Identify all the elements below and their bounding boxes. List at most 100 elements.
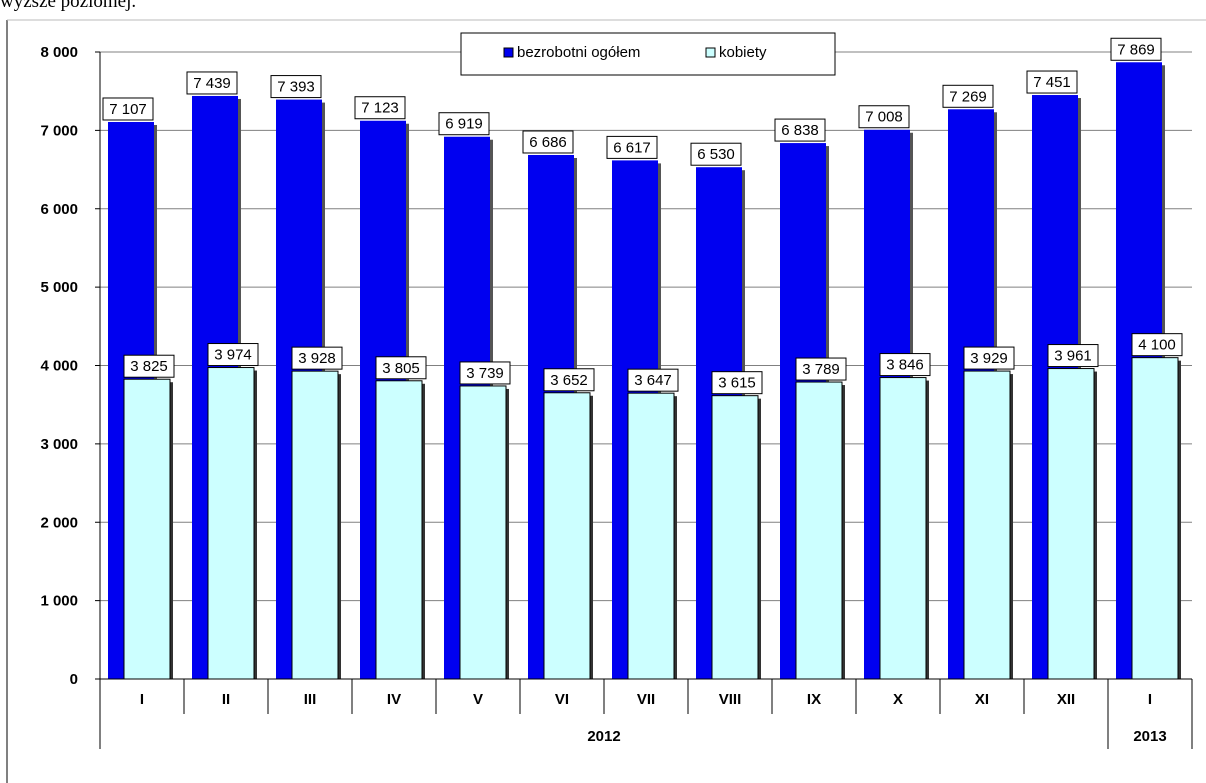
label-kobiety-box (963, 346, 1015, 370)
legend-label-kobiety: kobiety (719, 44, 767, 61)
label-kobiety: 3 846 (886, 357, 924, 374)
label-bezrobotni-ogolem: 7 008 (865, 109, 903, 126)
label-bezrobotni-ogolem: 6 686 (529, 134, 567, 151)
x-tick-label: IX (807, 691, 821, 708)
bar-kobiety (543, 392, 591, 680)
label-bezrobotni-ogolem-box (102, 97, 154, 121)
bar-kobiety (123, 378, 171, 680)
label-kobiety: 3 929 (970, 350, 1008, 367)
label-kobiety: 3 652 (550, 372, 588, 389)
label-kobiety: 3 961 (1054, 348, 1092, 365)
label-kobiety-box (459, 361, 511, 385)
label-kobiety-box (879, 353, 931, 377)
label-bezrobotni-ogolem: 6 838 (781, 122, 819, 139)
label-kobiety: 3 739 (466, 365, 504, 382)
label-bezrobotni-ogolem-box (858, 105, 910, 129)
header-text: wyższe poziomej. (0, 0, 137, 12)
bar-kobiety (1047, 368, 1095, 680)
x-tick-label: VII (637, 691, 655, 708)
label-kobiety: 4 100 (1138, 337, 1176, 354)
x-tick-label: I (1148, 691, 1152, 708)
y-tick-label: 4 000 (40, 358, 78, 375)
y-tick-label: 2 000 (40, 514, 78, 531)
label-bezrobotni-ogolem-box (438, 112, 490, 136)
label-kobiety-box (291, 346, 343, 370)
y-axis: 0 1 000 2 000 3 000 4 000 5 000 6 000 7 000 8 00… (40, 44, 101, 688)
label-bezrobotni-ogolem: 7 439 (193, 75, 231, 92)
legend-box (460, 32, 836, 76)
label-kobiety: 3 825 (130, 358, 168, 375)
label-kobiety-box (375, 356, 427, 380)
label-kobiety-box (1047, 344, 1099, 368)
y-tick-label: 0 (70, 671, 78, 688)
x-tick-label: I (140, 691, 144, 708)
label-kobiety-box (711, 371, 763, 395)
bar-kobiety (711, 395, 759, 680)
x-tick-label: X (893, 691, 903, 708)
label-bezrobotni-ogolem-box (942, 84, 994, 108)
label-bezrobotni-ogolem: 6 530 (697, 146, 735, 163)
legend: bezrobotni ogółem kobiety (460, 32, 836, 76)
label-kobiety: 3 805 (382, 360, 420, 377)
label-bezrobotni-ogolem: 7 869 (1117, 41, 1155, 58)
y-tick-label: 3 000 (40, 436, 78, 453)
bar-kobiety (291, 370, 339, 680)
bar-kobiety (1131, 357, 1179, 680)
x-tick-label: V (473, 691, 483, 708)
label-kobiety: 3 789 (802, 361, 840, 378)
x-tick-label: XII (1057, 691, 1075, 708)
bar-kobiety (795, 381, 843, 680)
x-tick-label: VIII (719, 691, 742, 708)
label-bezrobotni-ogolem: 7 123 (361, 100, 399, 117)
y-tick-label: 5 000 (40, 279, 78, 296)
bar-kobiety (459, 385, 507, 680)
label-kobiety: 3 928 (298, 350, 336, 367)
legend-label-bezrobotni-ogolem: bezrobotni ogółem (517, 44, 640, 61)
x-tick-label: II (222, 691, 230, 708)
legend-swatch-kobiety (705, 47, 716, 58)
year-label: 2012 (587, 728, 620, 745)
x-tick-label: XI (975, 691, 989, 708)
label-bezrobotni-ogolem-box (186, 71, 238, 95)
label-bezrobotni-ogolem: 7 393 (277, 79, 315, 96)
label-kobiety: 3 647 (634, 372, 672, 389)
label-bezrobotni-ogolem-box (522, 130, 574, 154)
label-bezrobotni-ogolem-box (354, 96, 406, 120)
label-bezrobotni-ogolem-box (774, 118, 826, 142)
label-bezrobotni-ogolem-box (1110, 37, 1162, 61)
x-tick-label: VI (555, 691, 569, 708)
bar-kobiety (627, 392, 675, 680)
label-bezrobotni-ogolem: 7 107 (109, 101, 147, 118)
x-tick-label: III (304, 691, 317, 708)
label-bezrobotni-ogolem-box (1026, 70, 1078, 94)
label-kobiety-box (207, 343, 259, 367)
label-bezrobotni-ogolem: 6 919 (445, 116, 483, 133)
label-kobiety-box (123, 354, 175, 378)
legend-swatch-bezrobotni-ogolem (503, 47, 514, 58)
y-tick-label: 6 000 (40, 201, 78, 218)
label-bezrobotni-ogolem: 7 269 (949, 88, 987, 105)
label-kobiety-box (795, 357, 847, 381)
bars (108, 62, 1181, 680)
year-label: 2013 (1133, 728, 1166, 745)
label-bezrobotni-ogolem: 7 451 (1033, 74, 1071, 91)
bar-kobiety (207, 367, 255, 680)
label-kobiety-box (627, 368, 679, 392)
label-bezrobotni-ogolem-box (270, 75, 322, 99)
label-kobiety: 3 615 (718, 375, 756, 392)
y-tick-label: 1 000 (40, 593, 78, 610)
label-kobiety-box (1131, 333, 1183, 357)
label-bezrobotni-ogolem-box (690, 142, 742, 166)
bar-kobiety (879, 377, 927, 680)
y-tick-label: 7 000 (40, 122, 78, 139)
bar-kobiety (375, 380, 423, 680)
label-kobiety-box (543, 368, 595, 392)
label-bezrobotni-ogolem: 6 617 (613, 139, 651, 156)
x-tick-label: IV (387, 691, 401, 708)
label-bezrobotni-ogolem-box (606, 135, 658, 159)
data-labels: 7 107 3 825 7 439 3 974 7 393 3 928 7 123 3 805… (102, 37, 1183, 395)
label-kobiety: 3 974 (214, 347, 252, 364)
y-tick-label: 8 000 (40, 44, 78, 61)
